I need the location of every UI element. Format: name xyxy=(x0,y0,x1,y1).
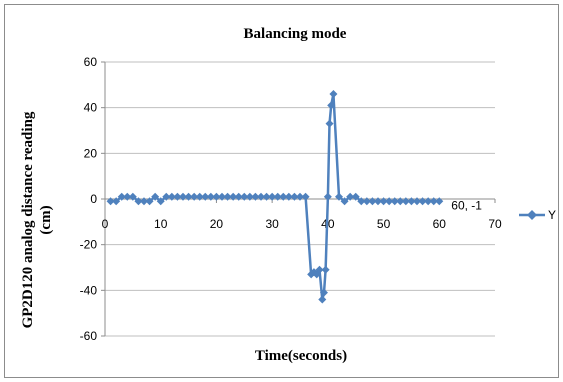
data-point-5 xyxy=(134,197,143,206)
data-point-64 xyxy=(429,197,438,206)
data-point-9 xyxy=(156,197,165,206)
data-point-55 xyxy=(379,197,388,206)
data-point-58 xyxy=(396,197,405,206)
data-point-31 xyxy=(279,192,288,201)
y-tick-label-6: 60 xyxy=(84,55,98,69)
chart-title: Balancing mode xyxy=(244,26,347,42)
y-tick-label-1: -40 xyxy=(80,283,98,297)
data-point-35 xyxy=(301,192,310,201)
data-point-16 xyxy=(195,192,204,201)
x-axis-label: Time(seconds) xyxy=(255,348,347,364)
data-point-34 xyxy=(296,192,304,201)
data-point-29 xyxy=(268,192,277,201)
data-point-43 xyxy=(323,192,332,201)
data-point-26 xyxy=(251,192,260,201)
data-point-20 xyxy=(218,192,226,201)
data-point-1 xyxy=(112,197,121,206)
data-point-60 xyxy=(407,197,416,206)
series-y xyxy=(106,89,444,304)
data-point-47 xyxy=(335,192,343,201)
data-point-56 xyxy=(385,197,394,206)
data-point-40 xyxy=(318,295,327,304)
data-point-62 xyxy=(418,197,427,206)
data-point-15 xyxy=(190,192,199,201)
data-point-18 xyxy=(206,192,215,201)
x-tick-label-5: 50 xyxy=(377,217,391,231)
data-point-27 xyxy=(257,192,265,201)
data-point-21 xyxy=(223,192,232,201)
y-axis-label-line2: (cm) xyxy=(38,205,54,234)
data-point-13 xyxy=(179,192,187,201)
data-point-50 xyxy=(351,192,360,201)
y-tick-label-2: -20 xyxy=(80,238,98,252)
data-point-44 xyxy=(325,119,334,128)
data-point-65 xyxy=(435,197,444,206)
data-point-52 xyxy=(362,197,371,206)
y-tick-label-5: 40 xyxy=(84,101,98,115)
data-point-19 xyxy=(212,192,221,201)
data-point-17 xyxy=(201,192,210,201)
y-tick-label-0: -60 xyxy=(80,329,98,343)
data-point-14 xyxy=(184,192,193,201)
legend-marker xyxy=(527,210,537,220)
data-point-61 xyxy=(413,197,421,206)
data-point-10 xyxy=(162,192,171,201)
y-tick-label-4: 20 xyxy=(84,146,98,160)
data-point-2 xyxy=(117,192,126,201)
data-point-41 xyxy=(319,288,328,297)
data-point-48 xyxy=(340,197,349,206)
data-point-22 xyxy=(229,192,238,201)
data-point-51 xyxy=(357,197,366,206)
data-point-7 xyxy=(145,197,154,206)
data-point-28 xyxy=(262,192,271,201)
chart-svg: Balancing mode GP2D120 analog distance r… xyxy=(20,26,556,364)
chart-frame: Balancing mode GP2D120 analog distance r… xyxy=(4,4,559,378)
data-point-11 xyxy=(167,192,176,201)
data-point-6 xyxy=(140,197,148,206)
data-point-25 xyxy=(245,192,254,201)
y-axis-label: GP2D120 analog distance reading (cm) xyxy=(20,111,54,328)
data-point-59 xyxy=(401,197,410,206)
data-point-57 xyxy=(390,197,399,206)
x-tick-label-1: 10 xyxy=(154,217,168,231)
x-tick-label-3: 30 xyxy=(265,217,279,231)
data-point-23 xyxy=(234,192,243,201)
data-point-3 xyxy=(123,192,132,201)
legend: Y xyxy=(519,208,556,222)
x-tick-label-0: 0 xyxy=(102,217,109,231)
data-point-30 xyxy=(273,192,282,201)
x-tick-label-7: 70 xyxy=(488,217,502,231)
data-point-63 xyxy=(424,197,433,206)
data-point-4 xyxy=(128,192,137,201)
data-point-42 xyxy=(321,265,330,274)
data-point-39 xyxy=(315,265,324,274)
x-tick-label-2: 20 xyxy=(210,217,224,231)
y-axis-label-line1: GP2D120 analog distance reading xyxy=(20,111,36,328)
data-point-8 xyxy=(151,192,160,201)
data-point-45 xyxy=(327,101,336,110)
data-point-46 xyxy=(329,89,338,98)
data-point-0 xyxy=(106,197,115,206)
x-tick-label-6: 60 xyxy=(433,217,447,231)
data-label-last-point: 60, -1 xyxy=(451,198,482,212)
data-point-53 xyxy=(368,197,377,206)
y-tick-label-3: 0 xyxy=(90,192,97,206)
data-point-24 xyxy=(240,192,249,201)
legend-label: Y xyxy=(548,208,556,222)
data-point-33 xyxy=(290,192,299,201)
data-point-49 xyxy=(346,192,355,201)
data-point-32 xyxy=(284,192,293,201)
data-point-12 xyxy=(173,192,182,201)
data-point-54 xyxy=(374,197,382,206)
